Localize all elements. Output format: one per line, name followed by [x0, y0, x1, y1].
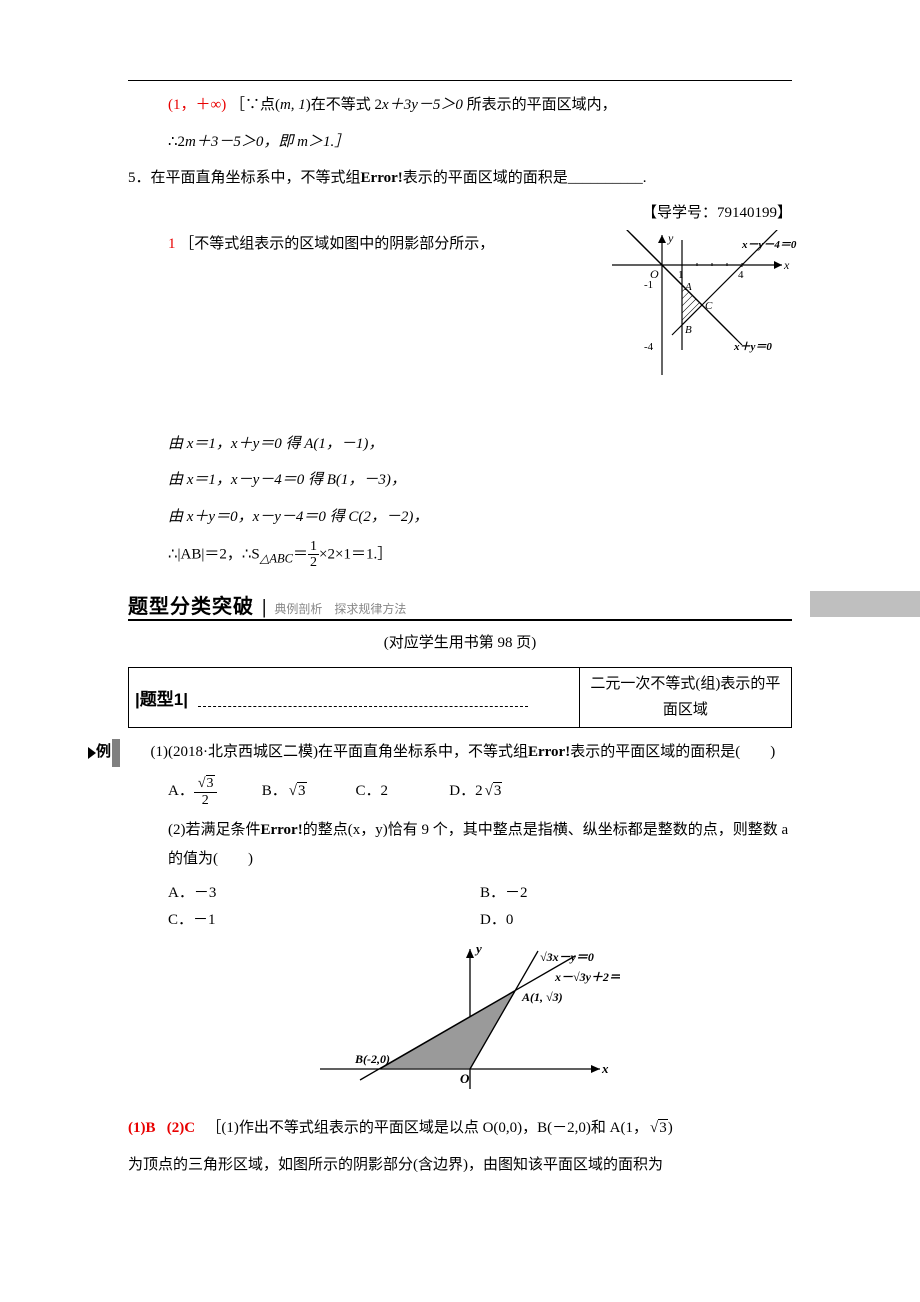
answer-interval: (1，＋∞) — [168, 97, 226, 113]
q5-line-c: 由 x＋y＝0，x－y－4＝0 得 C(2，－2)， — [128, 503, 792, 532]
q5-answer-tail: ［不等式组表示的区域如图中的阴影部分所示， — [179, 236, 494, 252]
svg-text:C: C — [705, 300, 713, 312]
ex1-choices-2-row1: A．－3 B．－2 — [128, 881, 792, 902]
ans1: (1)B — [128, 1120, 156, 1136]
choice-C: C．2 — [356, 779, 446, 800]
l2a: ∴2 — [168, 134, 185, 150]
figure-1-svg: y x O 1 4 -1 -4 A B C x－y－4＝0 x＋y＝0 — [602, 230, 802, 380]
svg-text:1: 1 — [678, 269, 684, 281]
question-5: 5．在平面直角坐标系中，不等式组Error!表示的平面区域的面积是_______… — [128, 164, 792, 193]
svg-text:A: A — [684, 281, 692, 293]
ex1-q1-err: Error! — [528, 744, 570, 760]
prev-answer-line1: (1，＋∞) ［∵点(m, 1)在不等式 2x＋3y－5＞0 所表示的平面区域内… — [128, 91, 792, 120]
figure-2-svg: y x O √3x－y＝0 x－√3y＋2＝0 A(1, √3) B(-2,0) — [300, 939, 620, 1099]
triangle-icon — [88, 747, 96, 759]
svg-text:-1: -1 — [644, 279, 653, 291]
svg-text:y: y — [667, 231, 674, 245]
svg-text:-4: -4 — [644, 341, 654, 353]
dashed-line — [198, 696, 528, 707]
q5-line-b: 由 x＝1，x－y－4＝0 得 B(1，－3)， — [128, 466, 792, 495]
svg-text:4: 4 — [738, 269, 744, 281]
svg-text:√3x－y＝0: √3x－y＝0 — [540, 950, 594, 964]
ex1-choices-1: A．32 B．3 C．2 D．23 — [128, 775, 792, 808]
ex-text: 例 — [96, 744, 111, 760]
section-subtitle: 典例剖析 探求规律方法 — [274, 600, 406, 619]
section-title: 题型分类突破 — [128, 590, 254, 619]
svg-text:y: y — [474, 941, 482, 956]
figure-1: y x O 1 4 -1 -4 A B C x－y－4＝0 x＋y＝0 — [602, 230, 802, 385]
svg-text:x: x — [601, 1061, 609, 1076]
example-1: 例1 (1)(2018·北京西城区二模)在平面直角坐标系中，不等式组Error!… — [128, 738, 792, 767]
svg-text:B(-2,0): B(-2,0) — [354, 1052, 390, 1066]
expr: x＋3y－5＞0 — [382, 97, 463, 113]
topic-label: |题型1| — [135, 685, 188, 710]
choice-B: B．3 — [262, 779, 352, 800]
answer-block-line1: (1)B (2)C ［(1)作出不等式组表示的平面区域是以点 O(0,0)，B(… — [128, 1114, 792, 1143]
page-ref: (对应学生用书第 98 页) — [128, 629, 792, 658]
svg-text:x: x — [783, 258, 790, 272]
top-rule — [128, 80, 792, 81]
explain-end: 所表示的平面区域内， — [463, 97, 617, 113]
section-right-bar — [810, 591, 920, 617]
l2c: m＞1.］ — [297, 134, 349, 150]
page: (1，＋∞) ［∵点(m, 1)在不等式 2x＋3y－5＞0 所表示的平面区域内… — [0, 0, 920, 1227]
choice2-B: B．－2 — [480, 881, 792, 902]
q5-line-d: ∴|AB|＝2，∴S△ABC＝12×2×1＝1.］ — [128, 539, 792, 571]
choice2-A: A．－3 — [168, 881, 480, 902]
q5-num: 5． — [128, 170, 151, 186]
prev-answer-line2: ∴2m＋3－5＞0，即 m＞1.］ — [128, 128, 792, 157]
topic-desc: 二元一次不等式(组)表示的平面区域 — [579, 668, 791, 728]
l2b: m＋3－5＞0，即 — [185, 134, 297, 150]
svg-text:x－√3y＋2＝0: x－√3y＋2＝0 — [554, 970, 620, 984]
answer-block-line2: 为顶点的三角形区域，如图所示的阴影部分(含边界)，由图知该平面区域的面积为 — [128, 1151, 792, 1180]
choice-A: A．32 — [168, 775, 258, 808]
svg-text:B: B — [685, 324, 692, 336]
explain-open: ［∵点( — [230, 97, 280, 113]
q5-answer-block: 1 ［不等式组表示的区域如图中的阴影部分所示， — [128, 230, 792, 390]
ex1-q1-pre: (1)(2018·北京西城区二模)在平面直角坐标系中，不等式组 — [151, 744, 528, 760]
topic-label-cell: |题型1| — [129, 668, 580, 728]
svg-text:A(1, √3): A(1, √3) — [521, 990, 563, 1004]
q5-text-b: 表示的平面区域的面积是__________. — [403, 170, 647, 186]
section-header: 题型分类突破 | 典例剖析 探求规律方法 — [0, 591, 920, 621]
choice2-C: C．－1 — [168, 908, 480, 929]
q5-ref: 【导学号：79140199】 — [128, 201, 792, 222]
example-badge: 1 — [112, 739, 120, 768]
q5-text-a: 在平面直角坐标系中，不等式组 — [151, 170, 361, 186]
point: m, 1 — [280, 97, 306, 113]
explain-mid: )在不等式 2 — [306, 97, 382, 113]
ans2: (2)C — [167, 1120, 195, 1136]
topic-table: |题型1| 二元一次不等式(组)表示的平面区域 — [128, 667, 792, 728]
ex1-q1-post: 表示的平面区域的面积是( ) — [570, 744, 775, 760]
ex1-q2-pre: (2)若满足条件 — [168, 822, 261, 838]
ex1-choices-2-row2: C．－1 D．0 — [128, 908, 792, 929]
svg-text:x－y－4＝0: x－y－4＝0 — [741, 239, 797, 251]
choice-D: D．23 — [449, 779, 539, 800]
ans-text-a: ［(1)作出不等式组表示的平面区域是以点 O(0,0)，B(－2,0)和 A(1… — [206, 1120, 648, 1136]
example-marker: 例1 — [128, 738, 143, 767]
ex1-q2: (2)若满足条件Error!的整点(x，y)恰有 9 个，其中整点是指横、纵坐标… — [128, 816, 792, 873]
q5-error: Error! — [361, 170, 403, 186]
svg-text:x＋y＝0: x＋y＝0 — [733, 341, 772, 353]
choice2-D: D．0 — [480, 908, 792, 929]
svg-text:O: O — [460, 1071, 470, 1086]
figure-2: y x O √3x－y＝0 x－√3y＋2＝0 A(1, √3) B(-2,0) — [128, 939, 792, 1104]
q5-line-a: 由 x＝1，x＋y＝0 得 A(1，－1)， — [128, 430, 792, 459]
frac-half: 12 — [308, 539, 319, 571]
ex1-q2-err: Error! — [261, 822, 303, 838]
q5-answer: 1 — [168, 236, 176, 252]
